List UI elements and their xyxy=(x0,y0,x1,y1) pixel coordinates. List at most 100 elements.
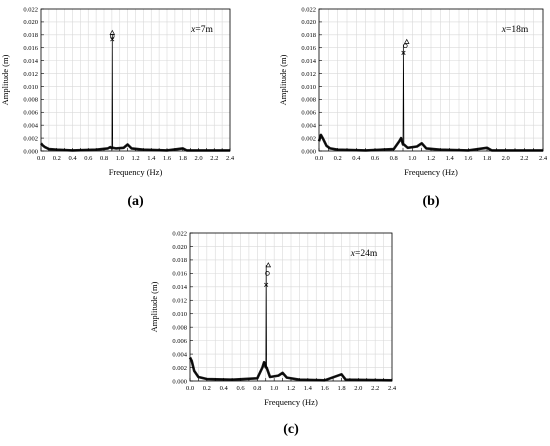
y-tick-label: 0.004 xyxy=(23,122,38,129)
x-tick-label: 2.2 xyxy=(520,155,528,162)
x-tick-label: 2.0 xyxy=(194,155,202,162)
x-tick-label: 1.0 xyxy=(270,385,278,392)
y-tick-label: 0.014 xyxy=(301,58,316,65)
chart-b: 0.0 0.2 0.4 0.6 0.8 1.0 1.2 1.4 1.6 1.8 2.0 2.2 2.4 0… xyxy=(278,6,548,209)
y-tick-label: 0.000 xyxy=(172,378,187,385)
x-tick-label: 2.4 xyxy=(388,385,397,392)
peak-marker-triangle xyxy=(265,262,272,268)
x-axis-label: Frequency (Hz) xyxy=(109,167,163,177)
x-tick-label: 2.2 xyxy=(371,385,379,392)
x-tick-label: 1.4 xyxy=(147,155,156,162)
y-tick-label: 0.004 xyxy=(172,351,187,358)
x-tick-label: 0.8 xyxy=(253,385,261,392)
chart-panel-c: 0.0 0.2 0.4 0.6 0.8 1.0 1.2 1.4 1.6 1.8 2.0 2.2 2.4 0… xyxy=(137,226,412,446)
x-tick-label: 2.4 xyxy=(226,155,235,162)
annotation-variable: x xyxy=(350,249,356,259)
y-tick-label: 0.006 xyxy=(172,338,187,345)
x-tick-label: 1.6 xyxy=(163,155,172,162)
annotation-variable: x xyxy=(190,25,196,35)
x-tick-label: 1.8 xyxy=(483,155,491,162)
x-axis-label: Frequency (Hz) xyxy=(404,167,458,177)
x-tick-label: 0.0 xyxy=(37,155,45,162)
y-tick-label: 0.008 xyxy=(301,97,316,104)
spectrum-band xyxy=(40,142,230,152)
y-tick-label: 0.020 xyxy=(301,19,316,26)
peak-marker-cross xyxy=(264,282,269,287)
x-axis-label: Frequency (Hz) xyxy=(264,397,318,407)
y-tick-label: 0.018 xyxy=(172,257,187,264)
position-annotation: x=18m xyxy=(501,25,529,35)
y-tick-label: 0.000 xyxy=(23,148,38,155)
y-tick-label: 0.012 xyxy=(23,71,38,78)
x-tick-label: 1.0 xyxy=(408,155,416,162)
spectrum-band xyxy=(188,356,393,382)
x-tick-label: 1.2 xyxy=(287,385,295,392)
x-tick-label: 0.6 xyxy=(236,385,245,392)
x-tick-label: 0.4 xyxy=(352,155,361,162)
x-tick-label: 0.8 xyxy=(390,155,398,162)
x-tick-label: 2.0 xyxy=(502,155,510,162)
x-tick-label: 1.2 xyxy=(131,155,139,162)
x-tick-label: 1.4 xyxy=(304,385,313,392)
peak-marker-circle xyxy=(265,271,270,276)
x-tick-label: 1.0 xyxy=(116,155,124,162)
x-tick-label: 1.4 xyxy=(446,155,455,162)
peak-marker-triangle xyxy=(403,38,410,44)
annotation-value: =7m xyxy=(195,25,213,35)
x-tick-label: 0.4 xyxy=(220,385,229,392)
y-tick-label: 0.002 xyxy=(23,135,38,142)
peak-marker-cross xyxy=(401,50,406,55)
y-axis-label: Amplitude (m) xyxy=(0,54,10,105)
x-tick-label: 1.8 xyxy=(337,385,345,392)
x-tick-label: 0.2 xyxy=(203,385,211,392)
y-tick-label: 0.020 xyxy=(172,244,187,251)
peak-marker-circle xyxy=(403,43,408,49)
panel-caption: (b) xyxy=(422,194,439,209)
x-tick-label: 0.4 xyxy=(68,155,77,162)
y-tick-label: 0.006 xyxy=(23,110,38,117)
peak-marker-circle xyxy=(110,33,115,39)
annotation-value: =24m xyxy=(355,249,378,259)
y-tick-label: 0.010 xyxy=(172,311,187,318)
y-tick-label: 0.022 xyxy=(301,6,316,13)
y-tick-label: 0.002 xyxy=(301,135,316,142)
x-tick-label: 2.4 xyxy=(539,155,548,162)
y-tick-label: 0.014 xyxy=(172,284,187,291)
y-tick-label: 0.006 xyxy=(301,110,316,117)
chart-a: 0.0 0.2 0.4 0.6 0.8 1.0 1.2 1.4 1.6 1.8 2.0 2.2 2.4 0… xyxy=(0,6,235,209)
position-annotation: x=7m xyxy=(190,25,213,35)
x-tick-label: 0.8 xyxy=(100,155,108,162)
x-tick-label: 0.2 xyxy=(334,155,342,162)
x-tick-label: 1.2 xyxy=(427,155,435,162)
y-tick-label: 0.010 xyxy=(301,84,316,91)
x-tick-label: 0.6 xyxy=(371,155,380,162)
position-annotation: x=24m xyxy=(350,249,378,259)
y-tick-label: 0.018 xyxy=(23,32,38,39)
x-tick-label: 0.0 xyxy=(315,155,323,162)
annotation-variable: x xyxy=(501,25,507,35)
y-axis-label: Amplitude (m) xyxy=(278,54,288,105)
y-tick-label: 0.022 xyxy=(172,230,187,237)
x-tick-label: 1.8 xyxy=(179,155,187,162)
y-tick-label: 0.016 xyxy=(23,45,38,52)
y-tick-label: 0.022 xyxy=(23,6,38,13)
y-tick-label: 0.018 xyxy=(301,32,316,39)
y-tick-label: 0.016 xyxy=(301,45,316,52)
x-tick-label: 1.6 xyxy=(464,155,473,162)
y-tick-label: 0.004 xyxy=(301,122,316,129)
y-tick-label: 0.002 xyxy=(172,365,187,372)
x-tick-label: 0.0 xyxy=(186,385,194,392)
annotation-value: =18m xyxy=(506,25,529,35)
y-tick-label: 0.014 xyxy=(23,58,38,65)
x-tick-label: 2.0 xyxy=(354,385,362,392)
y-tick-label: 0.012 xyxy=(301,71,316,78)
chart-panel-a: 0.0 0.2 0.4 0.6 0.8 1.0 1.2 1.4 1.6 1.8 2.0 2.2 2.4 0… xyxy=(0,0,275,218)
y-tick-label: 0.012 xyxy=(172,298,187,305)
x-tick-label: 0.2 xyxy=(53,155,61,162)
y-tick-label: 0.010 xyxy=(23,84,38,91)
y-tick-label: 0.008 xyxy=(23,97,38,104)
chart-panel-b: 0.0 0.2 0.4 0.6 0.8 1.0 1.2 1.4 1.6 1.8 2.0 2.2 2.4 0… xyxy=(275,0,550,218)
spectrum-band xyxy=(317,133,543,152)
y-tick-label: 0.008 xyxy=(172,324,187,331)
panel-caption: (c) xyxy=(283,422,299,437)
